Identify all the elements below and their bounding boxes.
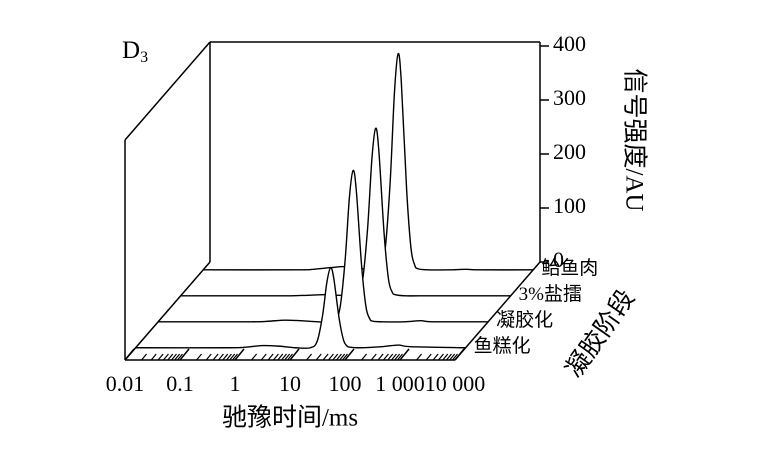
x-minor-tick (416, 353, 423, 361)
x-minor-tick (306, 353, 313, 361)
floor-right-edge (454, 261, 541, 361)
floor-left-edge (124, 261, 211, 361)
x-minor-tick (226, 353, 232, 361)
row-label: 凝胶化 (496, 309, 553, 331)
panel-letter: D (122, 37, 140, 64)
row-curve (203, 52, 534, 272)
x-minor-tick (217, 353, 224, 361)
x-minor-tick (361, 353, 368, 361)
x-minor-tick (449, 353, 456, 361)
x-minor-tick (212, 353, 219, 361)
row-fill (135, 267, 466, 349)
row-label: 鱼糕化 (474, 335, 531, 357)
x-minor-tick (377, 353, 384, 361)
x-minor-tick (267, 353, 274, 361)
x-minor-tick (387, 353, 394, 361)
x-minor-tick (272, 353, 279, 361)
x-tick-label: 100 (329, 371, 362, 396)
row-curve (180, 127, 511, 297)
row-label: 鲐鱼肉 (541, 257, 598, 279)
x-minor-tick (432, 353, 439, 361)
row-curve (135, 267, 466, 349)
box (124, 41, 541, 361)
x-minor-tick (382, 353, 389, 361)
x-minor-tick (336, 353, 342, 361)
x-tick (124, 348, 135, 361)
x-tick-label: 0.01 (106, 371, 145, 396)
x-minor-tick (442, 353, 449, 361)
row-label: 3%盐擂 (519, 283, 582, 305)
x-minor-tick (141, 353, 148, 361)
x-minor-tick (171, 353, 177, 361)
x-minor-tick (162, 353, 169, 361)
x-tick-label: 1 000 (375, 371, 425, 396)
x-tick-label: 10 (279, 371, 301, 396)
x-minor-tick (397, 353, 403, 361)
x-minor-tick (284, 353, 291, 361)
x-minor-tick (322, 353, 329, 361)
x-minor-tick (327, 353, 334, 361)
x-minor-tick (394, 353, 401, 361)
x-minor-tick (287, 353, 293, 361)
x-minor-tick (222, 353, 229, 361)
x-minor-tick (167, 353, 174, 361)
x-tick (289, 348, 300, 361)
x-minor-tick (277, 353, 284, 361)
panel-subscript: 3 (140, 49, 148, 66)
x-tick (179, 348, 190, 361)
x-minor-tick (370, 353, 377, 361)
x-minor-tick (281, 353, 287, 361)
x-minor-tick (196, 353, 203, 361)
x-minor-tick (150, 353, 157, 361)
x-tick-label: 0.1 (166, 371, 194, 396)
x-minor-tick (174, 353, 181, 361)
x-minor-tick (260, 353, 267, 361)
x-minor-tick (452, 353, 458, 361)
x-minor-tick (232, 353, 238, 361)
x-minor-tick (229, 353, 236, 361)
x-minor-tick (205, 353, 212, 361)
x-minor-tick (157, 353, 164, 361)
x-minor-tick (425, 353, 432, 361)
x-tick (454, 348, 465, 361)
y-tick-label: 100 (553, 193, 586, 218)
y-tick-label: 400 (553, 31, 586, 56)
y-axis-label: 信号强度/AU (620, 68, 648, 211)
x-minor-tick (342, 353, 348, 361)
y-tick-label: 0 (553, 247, 564, 272)
row-curve (158, 169, 489, 324)
x-tick-label: 10 000 (425, 371, 486, 396)
row-fill (158, 170, 489, 323)
x-minor-tick (391, 353, 397, 361)
x-axis-label: 驰豫时间/ms (222, 404, 358, 432)
y-tick-label: 300 (553, 85, 586, 110)
x-minor-tick (177, 353, 183, 361)
x-minor-tick (315, 353, 322, 361)
panel-label: D3 (122, 37, 148, 66)
top-left-edge (124, 41, 211, 141)
x-tick (234, 348, 245, 361)
x-minor-tick (446, 353, 452, 361)
x-minor-tick (437, 353, 444, 361)
y-tick-label: 200 (553, 139, 586, 164)
x-tick (399, 348, 410, 361)
x-minor-tick (251, 353, 258, 361)
x-minor-tick (332, 353, 339, 361)
x-tick-label: 1 (230, 371, 241, 396)
x-tick (344, 348, 355, 361)
x-minor-tick (339, 353, 346, 361)
